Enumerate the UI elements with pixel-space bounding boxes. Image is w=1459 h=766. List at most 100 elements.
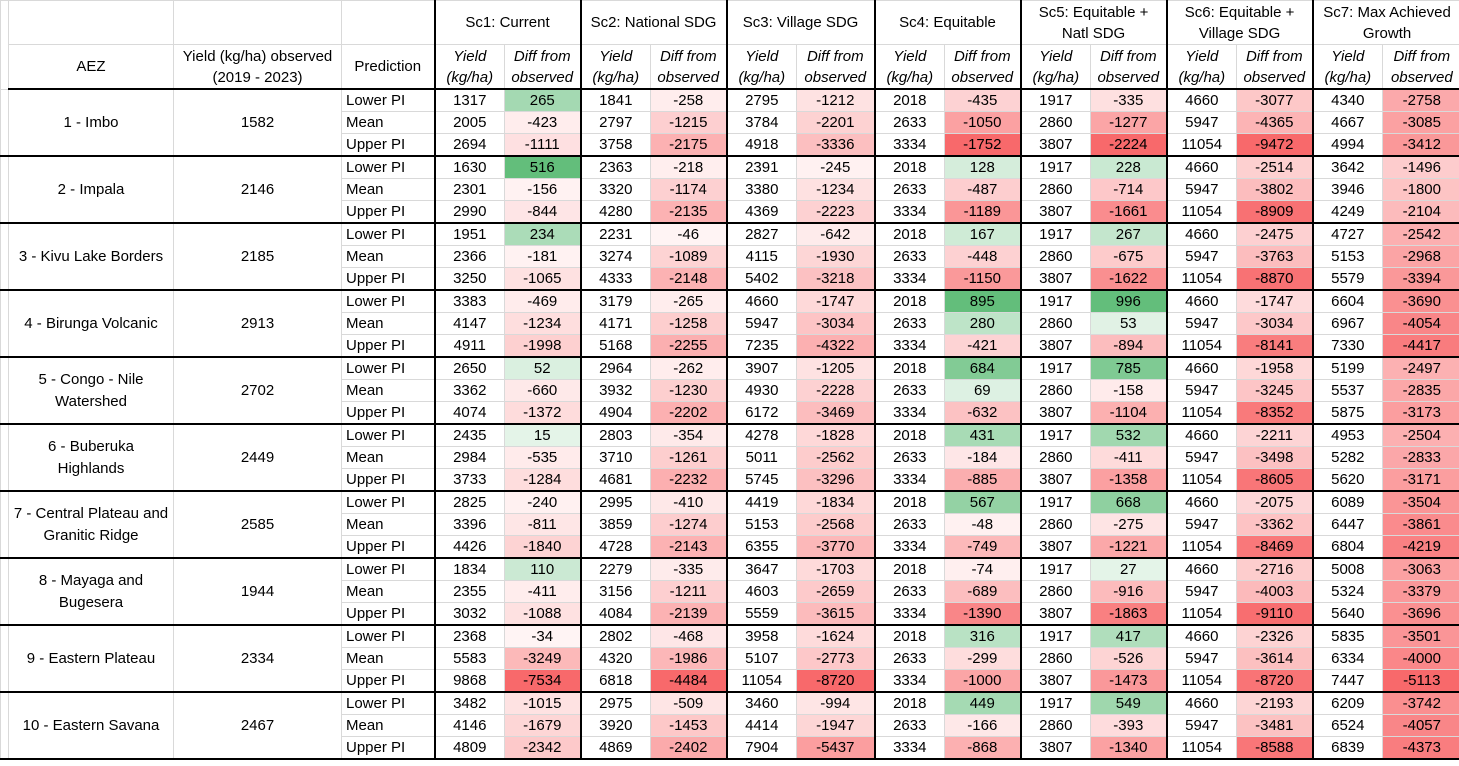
yield-cell: 6604 (1312, 289, 1384, 313)
diff-cell: -1065 (503, 267, 582, 291)
yield-cell: 4911 (434, 334, 505, 358)
diff-cell: 110 (503, 557, 582, 581)
aez-cell: 4 - Birunga Volcanic (8, 289, 174, 358)
table-row: Mean 2366 -181 3274 -1089 4115 -1930 2633 -448 28… (1, 245, 1459, 268)
yield-cell: 5947 (1166, 178, 1238, 201)
yield-cell: 4660 (1166, 222, 1238, 246)
diff-cell: -245 (796, 155, 876, 179)
yield-cell: 3642 (1312, 155, 1384, 179)
diff-cell: -2497 (1382, 356, 1459, 380)
diff-cell: -1221 (1090, 535, 1168, 559)
diff-cell: 27 (1090, 557, 1168, 581)
diff-cell: -1930 (796, 245, 876, 268)
diff-cell: -1274 (650, 513, 728, 536)
yield-cell: 2995 (580, 490, 652, 514)
prediction-cell: Upper PI (341, 602, 436, 626)
yield-cell: 5620 (1312, 468, 1384, 492)
diff-cell: -2104 (1382, 200, 1459, 224)
yield-cell: 5583 (434, 647, 505, 670)
yield-cell: 2018 (874, 423, 946, 447)
diff-cell: -1261 (650, 446, 728, 469)
diff-cell: -1000 (944, 669, 1022, 693)
diff-cell: -411 (1090, 446, 1168, 469)
table-row: 7 - Central Plateau and Granitic Ridge 25… (0, 490, 1459, 559)
diff-cell: -4373 (1382, 736, 1459, 760)
yield-cell: 5947 (1166, 312, 1238, 335)
yield-cell: 1917 (1020, 624, 1092, 648)
diff-cell: -1050 (944, 111, 1022, 134)
yield-cell: 5168 (580, 334, 652, 358)
diff-cell: -3504 (1382, 490, 1459, 514)
diff-cell: -844 (503, 200, 582, 224)
yield-cell: 2633 (874, 714, 946, 737)
diff-cell: -2402 (650, 736, 728, 760)
yield-cell: 2860 (1020, 312, 1092, 335)
yield-cell: 2018 (874, 289, 946, 313)
yield-cell: 4728 (580, 535, 652, 559)
diff-cell: -1015 (503, 691, 582, 715)
yield-cell: 3710 (580, 446, 652, 469)
diff-cell: -1211 (650, 580, 728, 603)
diff-cell: -1622 (1090, 267, 1168, 291)
aez-cell: 2 - Impala (8, 155, 174, 224)
diff-cell: -675 (1090, 245, 1168, 268)
diff-cell: -469 (503, 289, 582, 313)
diff-cell: 167 (944, 222, 1022, 246)
diff-cell: -2514 (1236, 155, 1314, 179)
table-row: Mean 2301 -156 3320 -1174 3380 -1234 2633 -487 28… (1, 178, 1459, 201)
diff-cell: -1212 (796, 88, 876, 112)
yield-cell: 5282 (1312, 446, 1384, 469)
table-row: Upper PI 2990 -844 4280 -2135 4369 -2223 3334 -1… (1, 200, 1459, 224)
table-row: Upper PI 3733 -1284 4681 -2232 5745 -3296 3334-… (1, 468, 1459, 492)
diff-cell: 52 (503, 356, 582, 380)
yield-cell: 4660 (1166, 88, 1238, 112)
yield-cell: 5640 (1312, 602, 1384, 626)
diff-cell: -9110 (1236, 602, 1314, 626)
gutter-cell (0, 289, 9, 358)
yield-cell: 1917 (1020, 356, 1092, 380)
yield-cell: 6172 (726, 401, 798, 425)
yield-subheader: Yield (kg/ha) (1312, 44, 1384, 90)
diff-cell: -2773 (796, 647, 876, 670)
table-row: 9 - Eastern Plateau 2334 Lower PI 2368 -34 28… (0, 624, 1459, 693)
diff-cell: -411 (503, 580, 582, 603)
diff-cell: -2202 (650, 401, 728, 425)
table-row: 6 - Buberuka Highlands 2449 Lower PI 2435 15… (0, 423, 1459, 492)
diff-cell: -1277 (1090, 111, 1168, 134)
diff-cell: -3296 (796, 468, 876, 492)
prediction-cell: Lower PI (341, 222, 436, 246)
yield-cell: 4918 (726, 133, 798, 157)
observed-cell: 1944 (173, 557, 342, 626)
prediction-cell: Upper PI (341, 535, 436, 559)
scenario-header: Sc4: Equitable (874, 0, 1022, 45)
yield-cell: 3807 (1020, 669, 1092, 693)
yield-cell: 5947 (1166, 379, 1238, 402)
diff-cell: -3394 (1382, 267, 1459, 291)
diff-cell: -299 (944, 647, 1022, 670)
yield-cell: 3807 (1020, 736, 1092, 760)
diff-cell: -1496 (1382, 155, 1459, 179)
gutter-cell (0, 222, 9, 291)
yield-cell: 3334 (874, 736, 946, 760)
diff-cell: -8588 (1236, 736, 1314, 760)
diff-cell: 567 (944, 490, 1022, 514)
diff-cell: -2326 (1236, 624, 1314, 648)
diff-cell: -526 (1090, 647, 1168, 670)
diff-cell: -1372 (503, 401, 582, 425)
diff-cell: -1624 (796, 624, 876, 648)
diff-cell: -2504 (1382, 423, 1459, 447)
diff-cell: -2758 (1382, 88, 1459, 112)
yield-cell: 2797 (580, 111, 652, 134)
diff-cell: -660 (503, 379, 582, 402)
table-row: Upper PI 4911 -1998 5168 -2255 7235 -4322 3334-… (1, 334, 1459, 358)
diff-cell: -1205 (796, 356, 876, 380)
diff-cell: -8720 (1236, 669, 1314, 693)
yield-cell: 5947 (1166, 513, 1238, 536)
yield-cell: 2435 (434, 423, 505, 447)
yield-cell: 4809 (434, 736, 505, 760)
scenario-header: Sc7: Max Achieved Growth (1312, 0, 1459, 45)
diff-cell: -4057 (1382, 714, 1459, 737)
diff-cell: -4000 (1382, 647, 1459, 670)
diff-cell: 128 (944, 155, 1022, 179)
prediction-cell: Upper PI (341, 468, 436, 492)
